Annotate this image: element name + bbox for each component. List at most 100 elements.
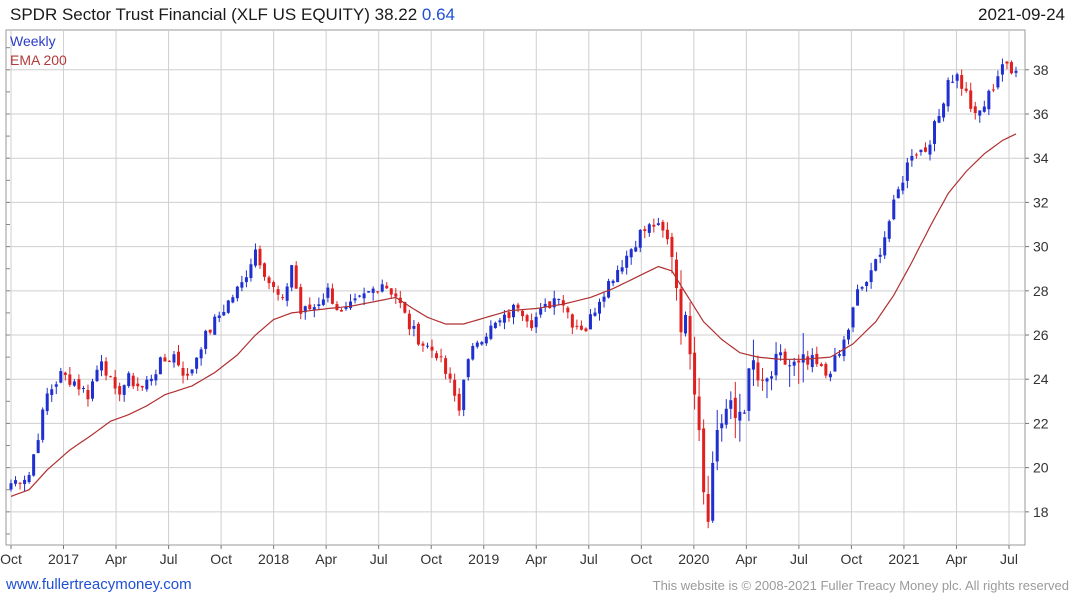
candle-body [1000, 64, 1004, 75]
candle-body [982, 106, 986, 112]
candle-body [883, 237, 887, 256]
candle-body [779, 352, 783, 356]
x-tick-label: Apr [946, 551, 968, 567]
chart-header: SPDR Sector Trust Financial (XLF US EQUI… [0, 0, 1075, 30]
candle-body [439, 356, 443, 358]
candle-body [534, 316, 538, 328]
candle-body [281, 297, 285, 299]
candle-body [933, 121, 937, 144]
candle-body [54, 384, 58, 387]
candle-body [244, 277, 248, 283]
candle-body [27, 475, 31, 483]
candle-body [679, 288, 683, 333]
candle-body [570, 314, 574, 328]
ema-200-line [10, 133, 1017, 497]
candle-body [430, 346, 434, 351]
candle-body [801, 354, 805, 363]
candle-body [448, 373, 452, 379]
candle-body [199, 349, 203, 359]
candle-body [127, 373, 131, 386]
x-tick-label: Jul [790, 551, 808, 567]
candle-body [661, 221, 665, 231]
candle-body [72, 381, 76, 386]
y-tick-label: 30 [1033, 239, 1049, 255]
candle-body [643, 229, 647, 232]
candle-body [208, 329, 212, 333]
candle-body [181, 368, 185, 376]
candle-body [588, 314, 592, 330]
y-tick-label: 24 [1033, 371, 1049, 387]
candle-body [964, 88, 968, 91]
candle-body [416, 323, 420, 345]
candle-body [824, 363, 828, 376]
candle-body [59, 371, 63, 383]
candle-body [856, 289, 860, 306]
candle-body [996, 76, 1000, 88]
candle-body [204, 330, 208, 349]
candle-body [973, 106, 977, 114]
candle-body [367, 291, 371, 293]
candle-body [960, 75, 964, 89]
candle-body [272, 282, 276, 287]
candle-body [783, 351, 787, 365]
candle-body [50, 389, 54, 396]
candle-body [290, 265, 294, 288]
candle-body [285, 286, 289, 301]
candle-body [711, 462, 715, 521]
candle-body [226, 300, 230, 313]
candle-body [751, 360, 755, 370]
candle-body [851, 307, 855, 328]
candle-body [620, 267, 624, 272]
candle-body [489, 325, 493, 339]
candle-body [607, 281, 611, 298]
candle-body [733, 397, 737, 419]
candle-body [991, 89, 995, 91]
candle-body [231, 297, 235, 303]
candle-body [742, 412, 746, 414]
candle-body [136, 383, 140, 387]
candle-body [122, 385, 126, 395]
y-tick-label: 36 [1033, 106, 1049, 122]
candle-body [86, 390, 90, 400]
candle-body [810, 355, 814, 368]
candle-body [190, 369, 194, 374]
candle-body [263, 263, 267, 277]
candle-body [480, 342, 484, 345]
candle-body [579, 325, 583, 330]
candle-body [358, 295, 362, 297]
candle-body [131, 375, 135, 387]
candle-body [697, 396, 701, 431]
x-tick-label: Jul [370, 551, 388, 567]
candle-body [385, 285, 389, 289]
candle-body [326, 287, 330, 298]
candle-body [978, 110, 982, 116]
candle-body [552, 298, 556, 308]
candle-body [629, 249, 633, 258]
candle-body [118, 386, 122, 395]
candle-body [109, 376, 113, 378]
candle-body [462, 379, 466, 411]
title-text: SPDR Sector Trust Financial (XLF US EQUI… [10, 5, 418, 24]
candle-body [819, 364, 823, 367]
candle-body [32, 454, 36, 476]
candle-body [312, 307, 316, 311]
candle-body [720, 423, 724, 429]
candle-body [308, 304, 312, 310]
candle-body [706, 494, 710, 522]
candle-body [611, 280, 615, 284]
website-link[interactable]: www.fullertreacymoney.com [6, 576, 192, 593]
candle-body [149, 378, 153, 382]
candle-body [670, 236, 674, 258]
x-tick-label: 2018 [258, 551, 289, 567]
candle-body [444, 358, 448, 374]
candle-body [914, 154, 918, 156]
candle-body [498, 320, 502, 323]
candle-body [684, 314, 688, 334]
candle-body [235, 286, 239, 299]
candle-body [95, 369, 99, 382]
candle-body [747, 368, 751, 411]
candle-body [806, 356, 810, 365]
candle-body [81, 387, 85, 389]
candle-body [756, 362, 760, 381]
